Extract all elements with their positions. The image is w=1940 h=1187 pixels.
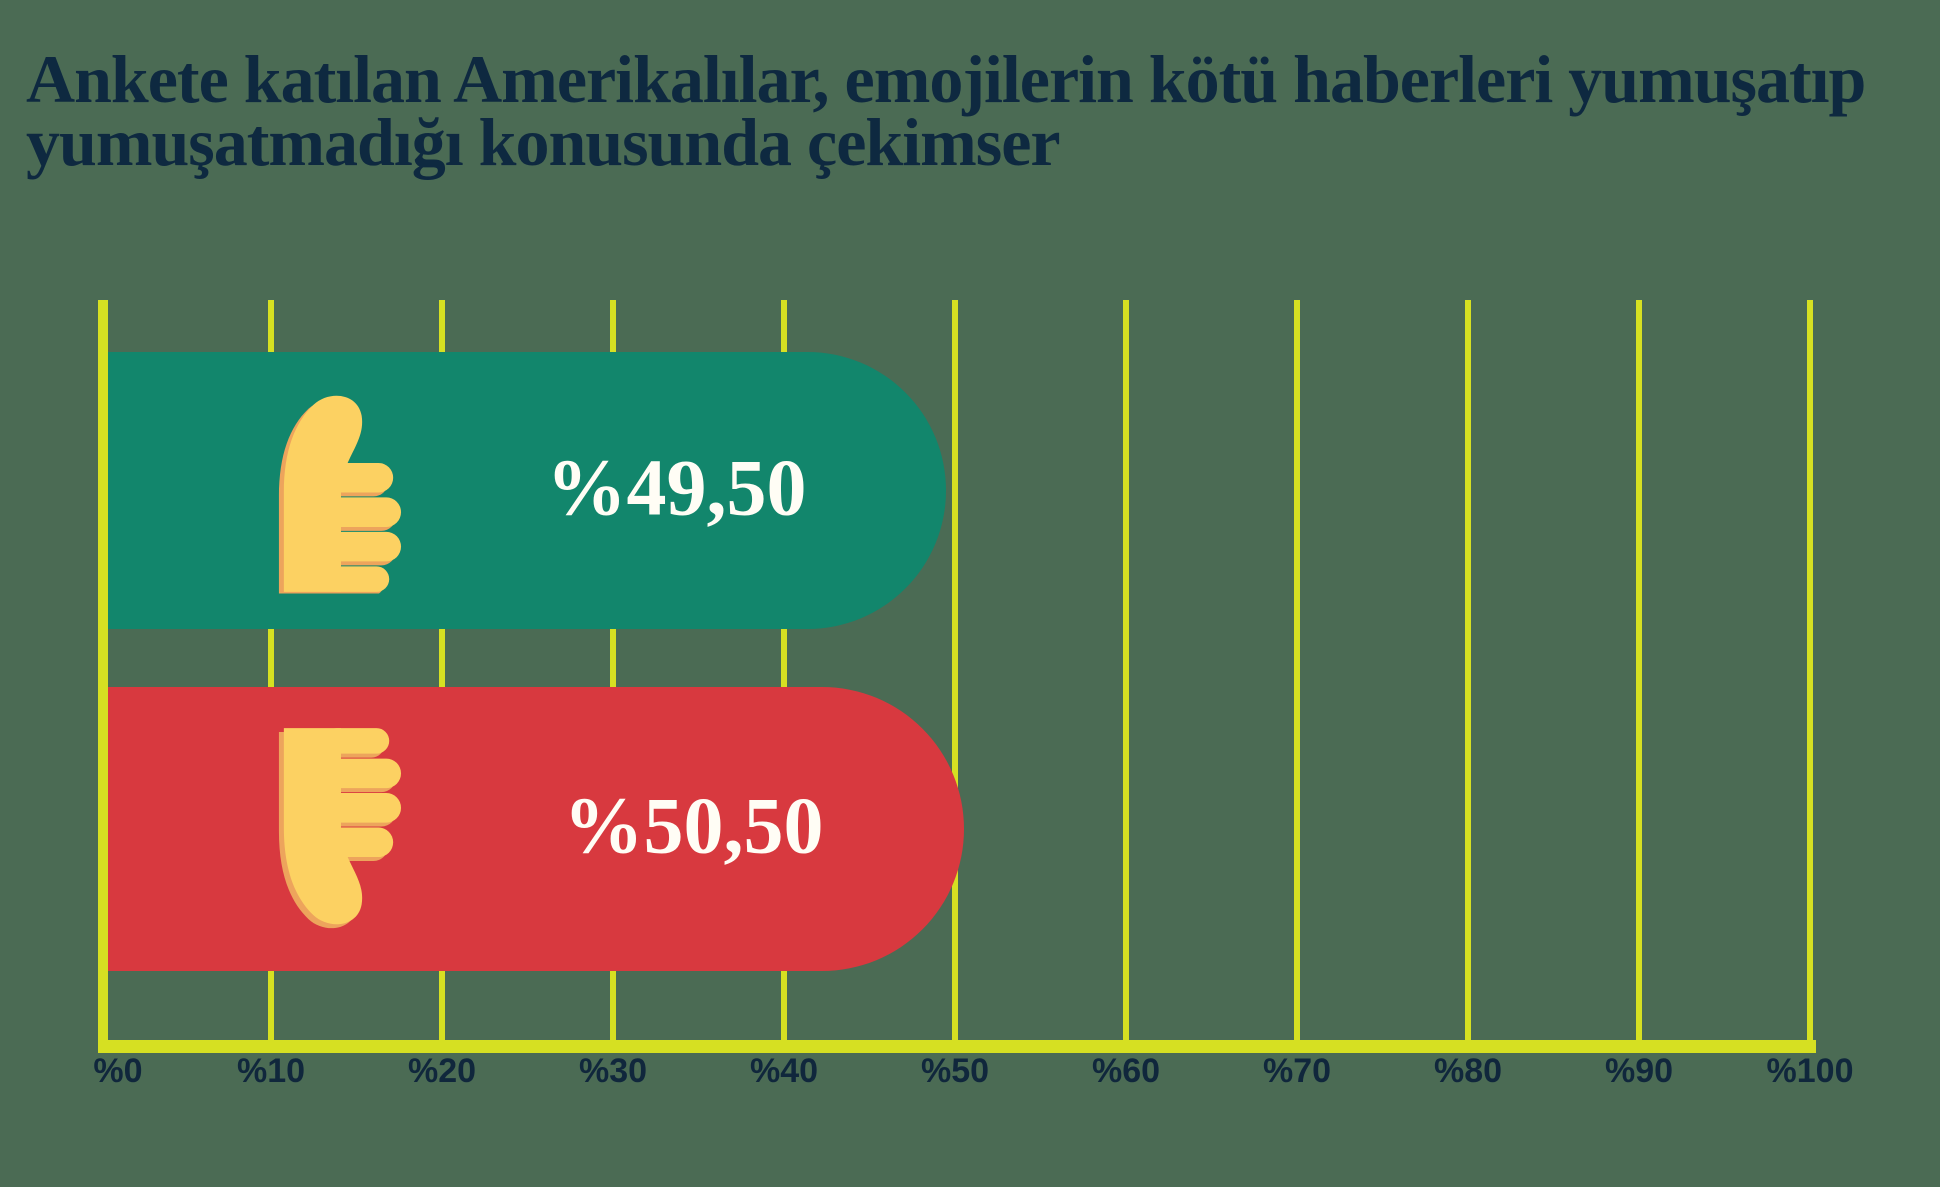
thumbs-down-icon: [278, 728, 402, 929]
x-tick-label: %40: [749, 1052, 819, 1090]
gridline: [610, 300, 616, 1040]
x-tick-label: %0: [93, 1052, 143, 1090]
gridline: [1294, 300, 1300, 1040]
bar-thumbs-down: %50,50: [100, 687, 964, 971]
x-tick-label: %10: [236, 1052, 306, 1090]
gridline: [1807, 300, 1813, 1040]
gridline: [1636, 300, 1642, 1040]
x-tick-label: %100: [1766, 1052, 1854, 1090]
thumbs-up-icon: [278, 395, 402, 593]
x-tick-label: %30: [578, 1052, 648, 1090]
y-axis-line: [98, 300, 108, 1053]
gridline: [1465, 300, 1471, 1040]
gridline: [952, 300, 958, 1040]
x-axis-line: [98, 1040, 1816, 1053]
bar-value-label: %50,50: [563, 782, 824, 871]
gridline: [1123, 300, 1129, 1040]
x-tick-label: %70: [1262, 1052, 1332, 1090]
gridline: [781, 300, 787, 1040]
x-tick-label: %80: [1433, 1052, 1503, 1090]
bar-value-label: %49,50: [546, 444, 807, 533]
gridline: [439, 300, 445, 1040]
x-tick-label: %60: [1091, 1052, 1161, 1090]
gridline: [268, 300, 274, 1040]
chart-title: Ankete katılan Amerikalılar, emojilerin …: [26, 40, 1866, 180]
x-tick-label: %90: [1604, 1052, 1674, 1090]
x-tick-label: %50: [920, 1052, 990, 1090]
bar-thumbs-up: %49,50: [100, 352, 947, 629]
x-tick-label: %20: [407, 1052, 477, 1090]
